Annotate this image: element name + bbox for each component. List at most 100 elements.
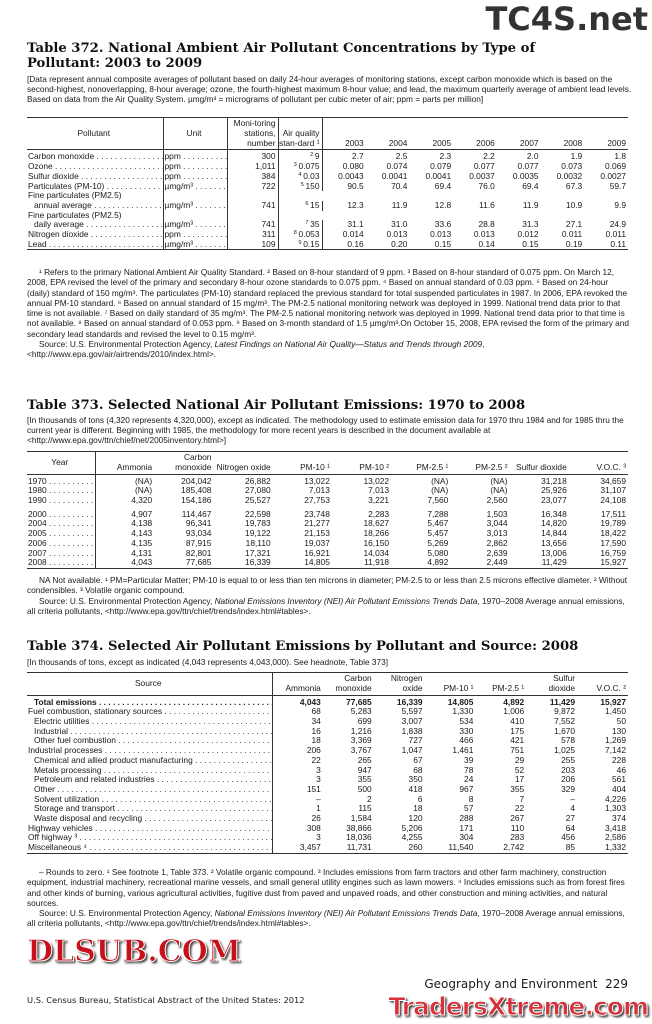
- source-label: Chemical and allied product manufacturin…: [27, 755, 273, 766]
- source-title: National Emissions Inventory (NEI) Air P…: [214, 595, 478, 606]
- footnote-ref: 5: [300, 181, 304, 188]
- column-header: Unit: [163, 117, 228, 151]
- value-cell: 18: [413, 803, 423, 814]
- value-cell: 110: [510, 822, 525, 833]
- value-cell: 5,283: [350, 706, 372, 717]
- value-cell: 5,597: [401, 706, 423, 717]
- value-cell: 1.9: [570, 151, 583, 162]
- pollutant-name: Particulates (PM-10): [28, 182, 162, 191]
- value-cell: 1,269: [605, 735, 626, 746]
- value-cell: 57: [464, 803, 474, 814]
- value-cell: 0.11: [610, 238, 626, 249]
- source-label: Total emissions: [27, 695, 273, 708]
- air-quality-standard: 2 9: [278, 149, 323, 163]
- value-cell: 22,598: [245, 508, 271, 519]
- value-cell: 0.013: [386, 229, 408, 240]
- value-cell: 78: [464, 764, 474, 775]
- value-cell: 7,288: [427, 508, 449, 519]
- year: 1970: [28, 476, 94, 486]
- table-row: Highway vehicles 308 38,866 5,206 171 110 64 3,…: [27, 822, 628, 834]
- value-cell: 14,034: [363, 547, 390, 558]
- value-cell: 87,915: [185, 537, 212, 548]
- year: 2000: [28, 509, 94, 519]
- empty-cell: [227, 191, 279, 201]
- unit-text: µmg/m³: [165, 182, 227, 191]
- value-cell: 4,892: [503, 696, 525, 707]
- value-cell: 27.1: [565, 219, 583, 230]
- value-cell: 11,918: [364, 557, 390, 568]
- value-cell: 418: [408, 783, 423, 794]
- value-cell: (NA): [490, 485, 508, 496]
- value-cell: 374: [612, 813, 626, 824]
- value-cell: 350: [408, 774, 423, 785]
- unit-text: µmg/m³: [165, 240, 227, 249]
- value-cell: 11,731: [346, 842, 372, 853]
- footnotes-text: – Rounds to zero. ¹ See footnote 1, Tabl…: [27, 867, 625, 908]
- value-cell: 0.0027: [600, 170, 626, 181]
- value-cell: 0.077: [473, 161, 495, 172]
- column-header: Nitrogen oxide: [213, 451, 273, 475]
- value-cell: 46: [616, 764, 626, 775]
- table-row: Miscellaneous ⁴ 3,457 11,731 260 11,540 2,742…: [27, 842, 628, 854]
- value-cell: 7,560: [427, 495, 449, 505]
- value-cell: 330: [459, 725, 474, 736]
- unit-text: ppm: [165, 230, 227, 239]
- table-374-headnote: [In thousands of tons, except as indicat…: [27, 657, 389, 667]
- value-cell: 24.9: [609, 219, 626, 230]
- value-cell: (NA): [135, 475, 153, 486]
- row-label: Ozone: [27, 162, 164, 172]
- value-cell: 67: [413, 754, 423, 765]
- column-header: PM-10 ²: [331, 451, 392, 475]
- table-row: Metals processing 3 947 68 78 52 203 46: [27, 764, 628, 776]
- value-cell: 69.4: [522, 180, 539, 191]
- row-label: Carbon monoxide: [27, 149, 164, 163]
- value-cell: 17: [514, 774, 525, 785]
- value-cell: 1,025: [554, 745, 576, 756]
- value-cell: 727: [408, 735, 423, 746]
- value-cell: 4,907: [131, 508, 153, 519]
- value-cell: 260: [408, 842, 423, 853]
- value-cell: 16: [311, 725, 321, 736]
- table-row-group-label: Fine particulates (PM2.5): [27, 210, 628, 221]
- value-cell: 7,013: [308, 485, 330, 496]
- value-cell: 39: [464, 754, 474, 765]
- value-cell: 120: [408, 813, 423, 824]
- value-cell: 0.074: [386, 161, 408, 172]
- footnote-ref: 8: [293, 230, 297, 237]
- value-cell: 0.14: [478, 238, 495, 249]
- value-cell: 5,467: [427, 518, 449, 529]
- value-cell: 7,552: [554, 716, 576, 726]
- table-373-headnote: [In thousands of tons (4,320 represents …: [27, 415, 624, 445]
- footnotes-text: NA Not available. ¹ PM=Particular Matter…: [27, 575, 628, 596]
- unit-text: µmg/m³: [165, 201, 227, 210]
- value-cell: 561: [612, 774, 626, 785]
- pollutant-name: Lead: [28, 240, 162, 249]
- value-cell: 0.011: [605, 229, 626, 240]
- year: 2006: [28, 539, 94, 548]
- row-label: Particulates (PM-10): [27, 181, 164, 192]
- value-cell: (NA): [431, 475, 449, 486]
- value-cell: 1,006: [503, 706, 525, 717]
- value-cell: 2,742: [503, 842, 525, 853]
- table-372-title: Table 372. National Ambient Air Pollutan…: [27, 41, 536, 71]
- unit-text: ppm: [165, 172, 227, 181]
- year-label: 2005: [27, 529, 96, 539]
- value-cell: 70.4: [391, 180, 408, 191]
- value-cell: 11.9: [391, 199, 408, 210]
- footnote-ref: 7: [305, 220, 309, 227]
- value-cell: 3,044: [486, 518, 508, 529]
- value-cell: 3,457: [299, 842, 321, 853]
- air-quality-standard: 4 0.03: [278, 171, 323, 182]
- value-cell: 19,789: [600, 518, 626, 529]
- value-cell: 115: [358, 803, 372, 814]
- value-cell: 255: [561, 754, 576, 765]
- source-name: Electric utilities: [28, 717, 271, 726]
- value-cell: 0.0037: [469, 170, 495, 181]
- column-header: Pollutant: [27, 117, 164, 151]
- value-cell: 13,656: [541, 537, 567, 548]
- table-row: Leadµmg/m³1099 0.150.160.200.150.140.150…: [27, 238, 628, 250]
- value-cell: 29: [514, 754, 525, 765]
- unit-text: µmg/m³: [165, 220, 227, 229]
- value-cell: 14,844: [541, 528, 567, 539]
- row-label: daily average: [27, 220, 164, 231]
